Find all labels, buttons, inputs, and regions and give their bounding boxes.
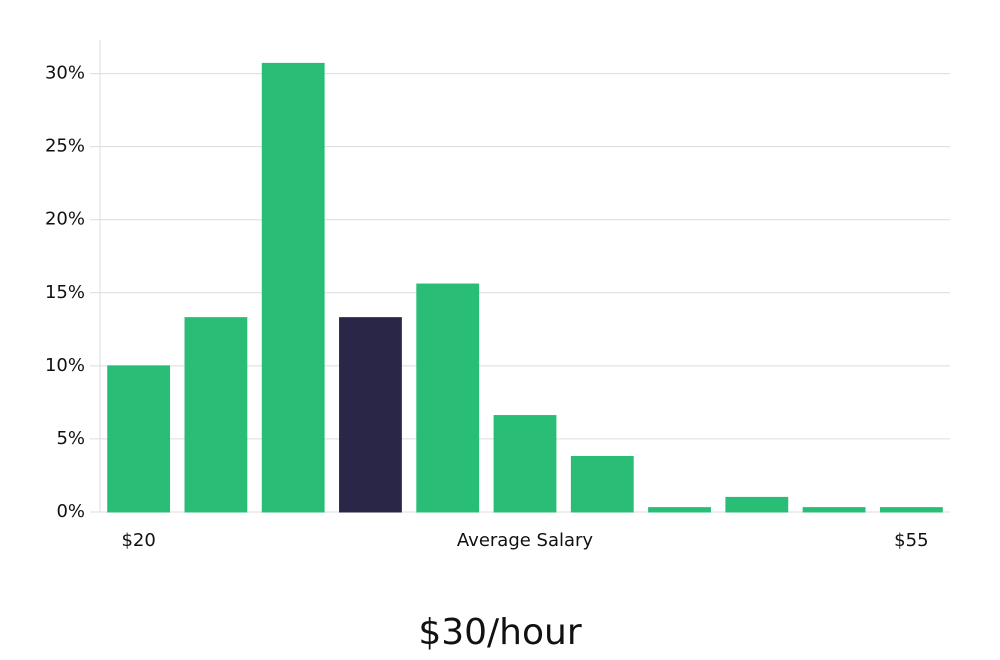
y-tick-label: 0% bbox=[56, 501, 85, 522]
bar bbox=[802, 507, 866, 513]
x-axis-label: Average Salary bbox=[457, 530, 594, 551]
bar bbox=[570, 455, 634, 513]
y-tick-label: 30% bbox=[45, 63, 85, 84]
bar bbox=[184, 317, 248, 513]
bar bbox=[493, 415, 557, 513]
y-tick-label: 5% bbox=[56, 428, 85, 449]
y-tick-label: 10% bbox=[45, 355, 85, 376]
y-tick-label: 20% bbox=[45, 209, 85, 230]
bar bbox=[261, 62, 325, 513]
bar bbox=[107, 365, 171, 513]
y-tick-label: 25% bbox=[45, 136, 85, 157]
x-tick-label: $20 bbox=[121, 530, 155, 551]
bar bbox=[416, 283, 480, 513]
bar bbox=[339, 317, 402, 513]
bar bbox=[725, 496, 789, 513]
x-tick-label: $55 bbox=[894, 530, 928, 551]
bar bbox=[648, 507, 711, 513]
y-tick-label: 15% bbox=[45, 282, 85, 303]
annotation: $30/hour bbox=[418, 612, 582, 653]
bar bbox=[879, 507, 943, 513]
